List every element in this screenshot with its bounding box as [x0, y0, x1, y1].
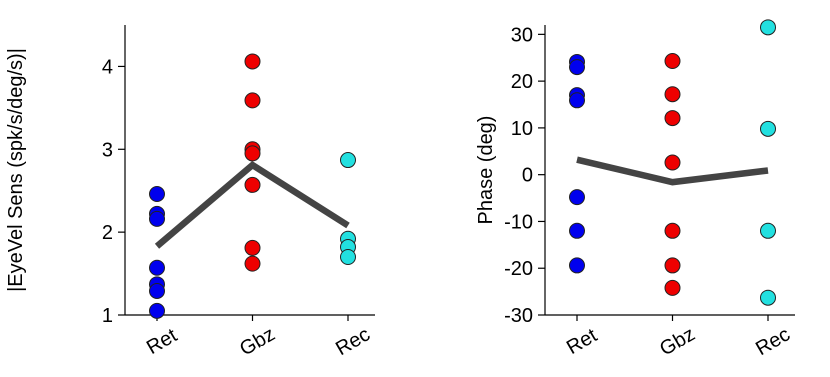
y-tick-label: 3: [102, 139, 113, 161]
data-point: [760, 289, 776, 306]
data-point: [664, 110, 681, 127]
mean-line: [154, 161, 350, 249]
data-point: [664, 279, 681, 296]
data-point: [244, 92, 261, 109]
y-axis-label: Phase (deg): [475, 116, 497, 225]
data-point: [664, 86, 681, 103]
data-point: [569, 92, 585, 109]
data-point: [149, 282, 165, 299]
data-point: [569, 257, 585, 274]
data-point: [340, 152, 356, 169]
data-point: [244, 239, 261, 256]
y-tick-label: 20: [511, 71, 533, 93]
data-point: [244, 53, 261, 70]
data-point: [664, 257, 681, 274]
data-point: [569, 222, 585, 239]
data-point: [340, 249, 356, 265]
data-point: [244, 255, 261, 272]
data-point: [149, 302, 165, 319]
x-tick-label: Ret: [143, 324, 181, 359]
data-point: [569, 189, 585, 206]
x-tick-label: Ret: [563, 324, 601, 359]
y-tick-label: 30: [511, 24, 533, 46]
data-point: [149, 259, 165, 276]
y-tick-label: 0: [522, 165, 533, 187]
x-tick-label: Gbz: [236, 323, 279, 360]
x-tick-label: Gbz: [656, 323, 699, 360]
data-point: [149, 186, 165, 203]
y-tick-label: -10: [504, 211, 533, 233]
data-point: [244, 176, 261, 193]
data-point: [244, 145, 261, 162]
x-tick-label: Rec: [332, 323, 374, 360]
y-axis-label: |EyeVel Sens (spk/s/deg/s)|: [5, 48, 27, 292]
data-point: [760, 120, 776, 137]
data-point: [664, 53, 681, 70]
data-point: [569, 59, 585, 76]
mean-line: [576, 156, 769, 186]
y-tick-label: 10: [511, 118, 533, 140]
data-point: [760, 222, 776, 239]
y-tick-label: 1: [102, 305, 113, 327]
y-tick-label: 2: [102, 222, 113, 244]
data-point: [149, 210, 165, 227]
x-tick-label: Rec: [752, 323, 794, 360]
data-point: [664, 154, 681, 171]
y-tick-label: -20: [504, 258, 533, 280]
y-tick-label: 4: [102, 56, 113, 78]
data-point: [760, 19, 776, 36]
y-tick-label: -30: [504, 305, 533, 327]
data-point: [664, 222, 681, 239]
